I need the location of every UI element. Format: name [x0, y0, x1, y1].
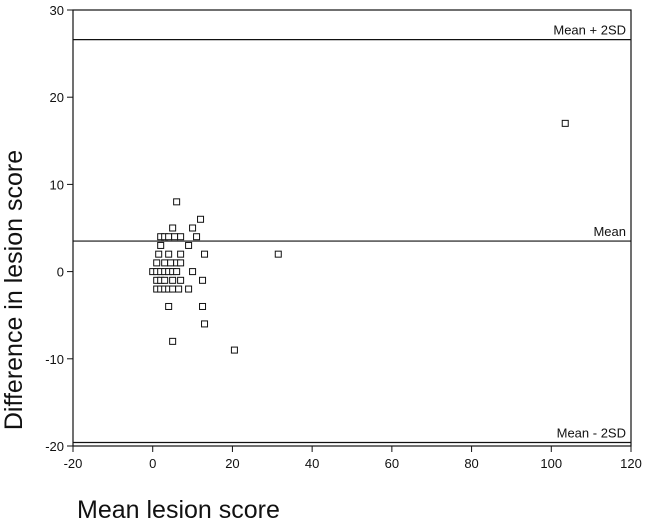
x-tick-label: 60: [385, 456, 399, 471]
data-point: [173, 198, 181, 206]
data-point: [153, 259, 161, 267]
data-point: [177, 250, 185, 258]
data-point: [177, 233, 185, 241]
data-point: [177, 276, 185, 284]
y-tick-label: 30: [50, 3, 64, 18]
reference-line-label: Mean: [593, 224, 626, 239]
data-point: [173, 268, 181, 276]
x-tick-label: 0: [149, 456, 156, 471]
data-point: [165, 302, 173, 310]
reference-line-label: Mean + 2SD: [553, 23, 626, 38]
x-axis: -20 0 20 40 60 80 100 120: [64, 446, 642, 471]
reference-line-label: Mean - 2SD: [557, 426, 626, 441]
x-tick-label: -20: [64, 456, 83, 471]
data-point: [167, 259, 175, 267]
data-point: [177, 259, 185, 267]
y-axis-title: Difference in lesion score: [0, 150, 28, 430]
x-tick-label: 20: [225, 456, 239, 471]
data-point: [161, 276, 169, 284]
data-point: [155, 250, 163, 258]
y-tick-label: 20: [50, 90, 64, 105]
data-point: [199, 276, 207, 284]
data-point: [171, 233, 179, 241]
data-point: [274, 250, 282, 258]
data-point: [169, 285, 177, 293]
x-tick-label: 120: [620, 456, 642, 471]
y-axis: -20 -10 0 10 20 30: [45, 3, 73, 454]
data-point: [157, 241, 165, 249]
data-point: [197, 215, 205, 223]
x-tick-label: 100: [540, 456, 562, 471]
y-tick-label: -10: [45, 352, 64, 367]
data-point: [561, 119, 569, 127]
reference-lines: Mean + 2SD Mean Mean - 2SD: [73, 23, 631, 444]
x-tick-label: 40: [305, 456, 319, 471]
data-point: [175, 285, 183, 293]
data-point: [161, 259, 169, 267]
data-point: [189, 224, 197, 232]
data-point: [193, 233, 201, 241]
data-point: [169, 224, 177, 232]
data-points: [149, 119, 569, 354]
x-tick-label: 80: [464, 456, 478, 471]
data-point: [201, 320, 209, 328]
plot-frame: [72, 9, 632, 447]
data-point: [169, 337, 177, 345]
data-point: [201, 250, 209, 258]
data-point: [165, 250, 173, 258]
y-tick-label: 0: [57, 265, 64, 280]
y-tick-label: -20: [45, 439, 64, 454]
data-point: [169, 276, 177, 284]
data-point: [165, 233, 173, 241]
data-point: [199, 302, 207, 310]
data-point: [230, 346, 238, 354]
x-axis-title: Mean lesion score: [77, 496, 280, 524]
data-point: [185, 285, 193, 293]
y-tick-label: 10: [50, 177, 64, 192]
data-point: [185, 241, 193, 249]
data-point: [189, 268, 197, 276]
